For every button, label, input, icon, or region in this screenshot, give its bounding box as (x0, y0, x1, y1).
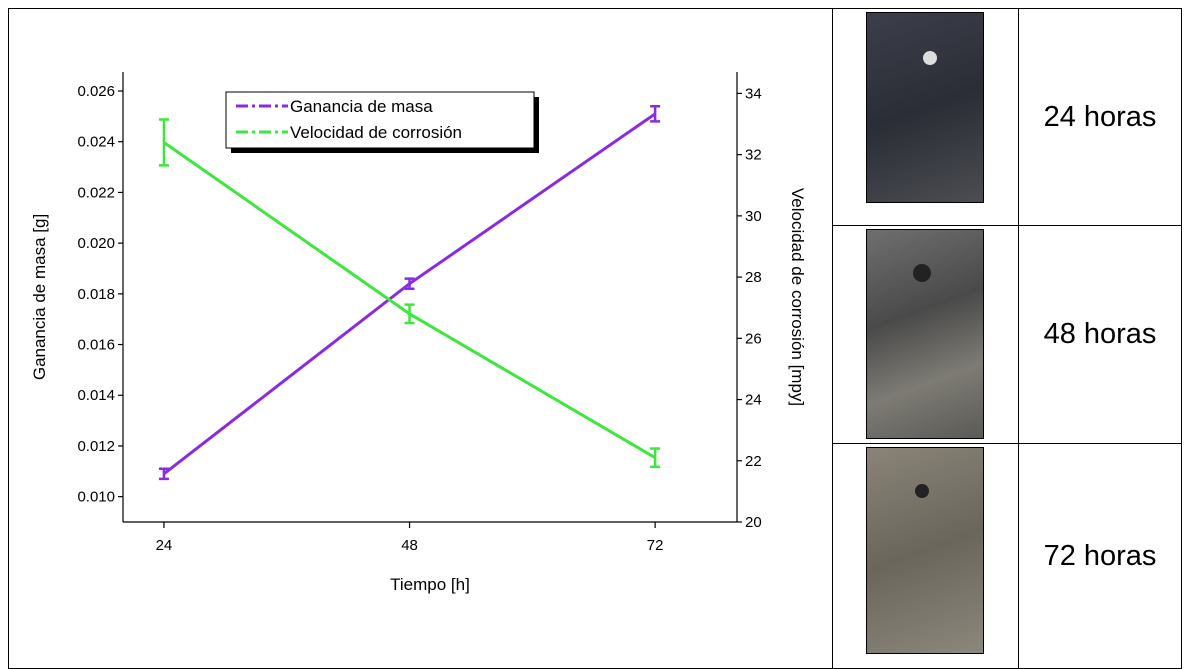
y-tick-label: 0.022 (77, 184, 115, 201)
legend-label: Velocidad de corrosión (290, 123, 462, 142)
y2-tick-label: 34 (745, 85, 762, 102)
sample-label: 24 horas (1043, 100, 1157, 133)
sample-hole (915, 484, 929, 498)
y-tick-label: 0.014 (77, 387, 115, 404)
sample-label: 48 horas (1043, 318, 1157, 350)
y-tick-label: 0.024 (77, 134, 115, 151)
y-tick-label: 0.012 (77, 438, 115, 455)
x-axis-label: Tiempo [h] (390, 575, 470, 594)
y2-tick-label: 22 (745, 453, 762, 470)
y2-tick-label: 20 (745, 514, 762, 531)
sample-hole (913, 264, 931, 282)
y2-axis-label: Velocidad de corrosión [mpy] (788, 188, 807, 406)
x-tick-label: 48 (401, 537, 418, 554)
error-bar (158, 118, 169, 167)
error-bar (404, 277, 415, 291)
y-tick-label: 0.026 (77, 83, 115, 100)
legend (225, 91, 535, 149)
x-tick-label: 72 (647, 537, 664, 554)
error-bar (650, 447, 661, 469)
series-line (163, 112, 656, 476)
error-bar (404, 303, 415, 325)
error-bar (158, 467, 169, 481)
y2-tick-label: 28 (745, 269, 762, 286)
series-line (163, 141, 656, 460)
y-tick-label: 0.018 (77, 286, 115, 303)
y2-tick-label: 24 (745, 392, 762, 409)
error-bar (650, 104, 661, 123)
sample-label: 72 horas (1043, 539, 1157, 572)
y-axis-label: Ganancia de masa [g] (30, 214, 49, 380)
x-tick-label: 24 (156, 537, 173, 554)
chart: 0.010 0.012 0.014 0.016 0.018 0.020 0.022 0.024… (30, 72, 807, 594)
y-tick-label: 0.010 (77, 489, 115, 506)
y2-tick-label: 26 (745, 330, 762, 347)
sample-photo (866, 12, 984, 203)
sample-photo (866, 447, 984, 654)
sample-photo (866, 229, 984, 439)
y-tick-label: 0.020 (77, 235, 115, 252)
y2-tick-label: 30 (745, 208, 762, 225)
y2-tick-label: 32 (745, 147, 762, 164)
sample-hole (923, 51, 937, 65)
y-tick-label: 0.016 (77, 337, 115, 354)
legend-label: Ganancia de masa (290, 97, 433, 116)
